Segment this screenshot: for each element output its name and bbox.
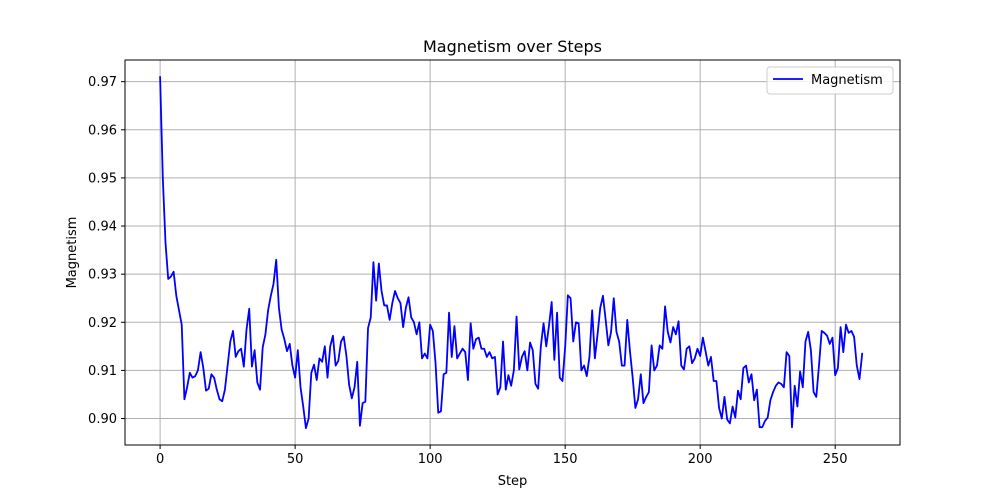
x-tick-label: 200 (688, 452, 713, 467)
y-tick-label: 0.92 (88, 316, 117, 331)
legend: Magnetism (766, 66, 894, 95)
y-tick-label: 0.93 (88, 268, 117, 283)
y-tick-label: 0.96 (88, 123, 117, 138)
y-tick-label: 0.95 (88, 171, 117, 186)
series-layer (159, 75, 864, 430)
x-axis-label: Step (498, 474, 528, 489)
x-tick-label: 0 (156, 452, 164, 467)
chart-title: Magnetism over Steps (423, 37, 602, 56)
series-line-magnetism (159, 75, 864, 430)
y-axis-label: Magnetism (65, 217, 80, 289)
x-tick-label: 250 (823, 452, 848, 467)
x-tick-label: 150 (553, 452, 578, 467)
y-tick-label: 0.91 (88, 364, 117, 379)
y-tick-label: 0.90 (88, 412, 117, 427)
legend-box (766, 66, 894, 95)
y-tick-label: 0.97 (88, 75, 117, 90)
grid (125, 60, 900, 445)
x-tick-label: 100 (418, 452, 443, 467)
y-axis-ticks: 0.90 0.91 0.92 0.93 0.94 0.95 0.96 0.97 (88, 75, 125, 427)
plot-frame (124, 59, 901, 446)
x-axis-ticks: 0 50 100 150 200 250 (156, 445, 848, 467)
y-tick-label: 0.94 (88, 220, 117, 235)
x-tick-label: 50 (287, 452, 304, 467)
legend-label: Magnetism (811, 73, 883, 88)
